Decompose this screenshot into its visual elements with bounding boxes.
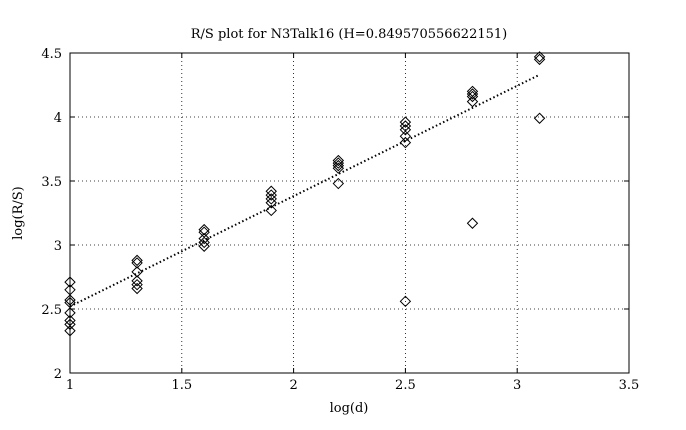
x-tick-label: 3.5 (619, 378, 640, 393)
fit-line (69, 73, 541, 308)
data-point (131, 254, 143, 267)
x-axis-label: log(d) (330, 401, 369, 416)
x-tick-label: 2.5 (395, 378, 416, 393)
y-tick-label: 4.5 (41, 47, 62, 62)
plot-area (70, 53, 629, 373)
x-tick-label: 1 (66, 378, 74, 393)
data-point (332, 177, 345, 190)
y-tick-label: 2.5 (41, 303, 62, 318)
data-point (533, 53, 546, 66)
data-point (332, 159, 345, 172)
data-point (332, 157, 345, 169)
data-point (131, 266, 143, 278)
data-point (265, 204, 277, 217)
data-point (131, 275, 143, 287)
plot-frame (69, 52, 630, 374)
chart-title: R/S plot for N3Talk16 (H=0.8495705566221… (191, 27, 507, 42)
data-point (399, 130, 412, 142)
data-point (533, 51, 546, 63)
data-point (399, 124, 412, 136)
data-point (64, 294, 76, 306)
data-point (131, 257, 143, 269)
data-point (131, 282, 143, 295)
y-tick-labels: 2 2.5 3 3.5 4 4.5 (41, 47, 62, 382)
data-point (533, 112, 546, 124)
data-point (332, 162, 345, 174)
x-tick-labels: 1 1.5 2 2.5 3 3.5 (66, 378, 639, 393)
axis-ticks (69, 52, 630, 374)
data-points (64, 51, 546, 337)
data-point (399, 136, 412, 149)
data-point (265, 185, 277, 197)
y-tick-label: 2 (54, 367, 62, 382)
data-point (466, 90, 479, 103)
data-point (64, 318, 76, 331)
data-point (198, 240, 210, 252)
data-point (466, 217, 479, 229)
data-point (332, 154, 345, 167)
fit-line-group (69, 73, 541, 308)
data-point (265, 189, 277, 201)
y-axis-label: log(R/S) (11, 186, 26, 240)
data-point (265, 193, 277, 205)
y-tick-label: 3 (54, 239, 62, 254)
grid-lines (70, 53, 629, 373)
x-tick-label: 1.5 (171, 378, 192, 393)
data-point (466, 95, 479, 108)
x-tick-label: 3 (513, 378, 521, 393)
y-tick-label: 4 (54, 111, 62, 126)
data-point (64, 307, 76, 319)
y-tick-label: 3.5 (41, 175, 62, 190)
data-point (466, 88, 479, 100)
data-point (399, 116, 412, 128)
data-point (265, 197, 277, 209)
data-point (64, 325, 76, 337)
data-point (198, 223, 210, 236)
x-tick-label: 2 (289, 378, 297, 393)
data-point (198, 236, 210, 249)
data-point (131, 278, 143, 291)
data-point (399, 295, 412, 308)
data-point (64, 276, 76, 288)
data-point (198, 232, 210, 245)
